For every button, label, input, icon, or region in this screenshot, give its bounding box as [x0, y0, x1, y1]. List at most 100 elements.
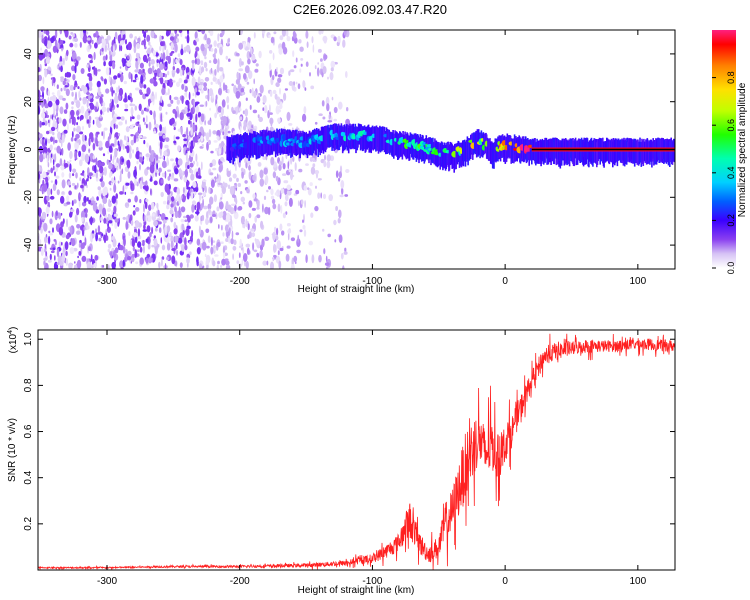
noise-speckle: [61, 241, 63, 246]
noise-speckle: [200, 135, 204, 142]
noise-speckle: [68, 262, 73, 269]
noise-speckle: [155, 91, 157, 101]
noise-speckle: [287, 232, 290, 241]
noise-speckle: [159, 124, 163, 132]
noise-speckle: [296, 249, 301, 254]
noise-speckle: [246, 247, 250, 255]
noise-speckle: [131, 238, 136, 248]
noise-speckle: [223, 182, 228, 188]
noise-speckle: [102, 196, 108, 204]
noise-speckle: [80, 210, 86, 220]
noise-speckle: [122, 144, 125, 150]
noise-speckle: [64, 72, 67, 78]
noise-speckle: [84, 237, 87, 246]
noise-speckle: [110, 182, 113, 186]
noise-speckle: [79, 194, 82, 198]
noise-speckle: [71, 182, 76, 186]
noise-speckle: [230, 218, 233, 228]
noise-speckle: [41, 174, 44, 179]
colorbar-tick-label: 0.4: [726, 167, 736, 180]
noise-speckle: [218, 165, 223, 173]
noise-speckle: [64, 241, 69, 251]
noise-speckle: [171, 172, 175, 178]
noise-speckle: [197, 76, 201, 84]
noise-speckle: [239, 108, 242, 112]
noise-speckle: [158, 132, 163, 137]
noise-speckle: [46, 53, 50, 57]
noise-speckle: [117, 74, 121, 78]
noise-speckle: [83, 172, 86, 180]
noise-speckle: [72, 173, 75, 177]
noise-speckle: [280, 204, 283, 214]
noise-speckle: [97, 122, 102, 128]
noise-speckle: [146, 166, 150, 170]
noise-speckle: [66, 79, 70, 83]
noise-speckle: [129, 124, 134, 130]
snr-x-axis: -300 -200 -100 0 100: [97, 330, 647, 587]
noise-speckle: [145, 153, 150, 158]
noise-speckle: [73, 86, 76, 90]
noise-speckle: [263, 195, 267, 200]
noise-speckle: [108, 75, 111, 83]
noise-speckle: [232, 211, 237, 214]
noise-speckle: [145, 257, 149, 264]
noise-speckle: [183, 215, 187, 219]
noise-speckle: [215, 148, 219, 152]
noise-speckle: [299, 229, 303, 233]
noise-speckle: [117, 133, 121, 137]
noise-speckle: [225, 55, 228, 60]
noise-speckle: [78, 251, 82, 256]
noise-speckle: [42, 146, 48, 155]
noise-speckle: [113, 75, 118, 80]
noise-speckle: [167, 103, 172, 108]
noise-speckle: [54, 153, 57, 163]
noise-speckle: [177, 237, 183, 244]
noise-speckle: [45, 176, 49, 184]
noise-speckle: [198, 112, 202, 117]
noise-speckle: [346, 107, 349, 112]
noise-speckle: [98, 237, 102, 242]
noise-speckle: [45, 251, 48, 257]
noise-speckle: [245, 161, 248, 169]
noise-speckle: [205, 100, 208, 107]
y-tick-label: 40: [23, 48, 34, 60]
noise-speckle: [73, 127, 76, 132]
noise-speckle: [245, 260, 249, 269]
x-tick-label: -100: [362, 276, 382, 287]
noise-speckle: [320, 192, 323, 199]
noise-speckle: [49, 195, 55, 200]
noise-speckle: [181, 83, 185, 90]
noise-speckle: [164, 263, 167, 269]
noise-speckle: [126, 205, 129, 209]
y-tick-label: -40: [23, 237, 34, 252]
noise-speckle: [114, 218, 119, 223]
noise-speckle: [92, 142, 96, 151]
noise-speckle: [195, 57, 197, 65]
noise-speckle: [137, 37, 141, 43]
noise-speckle: [204, 253, 207, 258]
noise-speckle: [147, 243, 151, 250]
noise-speckle: [302, 80, 306, 88]
noise-speckle: [206, 245, 210, 249]
noise-speckle: [158, 105, 162, 112]
noise-speckle: [259, 250, 263, 259]
noise-speckle: [285, 194, 289, 202]
noise-speckle: [142, 30, 145, 34]
noise-speckle: [251, 232, 256, 238]
noise-speckle: [45, 206, 50, 215]
noise-speckle: [190, 126, 193, 136]
noise-speckle: [256, 199, 260, 209]
spectrogram-heatmap: [38, 30, 675, 269]
noise-speckle: [106, 207, 112, 213]
noise-speckle: [195, 105, 199, 113]
noise-speckle: [108, 214, 112, 220]
noise-speckle: [133, 205, 136, 208]
noise-speckle: [330, 60, 336, 69]
noise-speckle: [211, 159, 217, 167]
noise-speckle: [173, 126, 176, 131]
noise-speckle: [174, 210, 179, 219]
noise-speckle: [50, 73, 53, 76]
noise-speckle: [329, 155, 335, 162]
noise-speckle: [266, 189, 269, 193]
noise-speckle: [245, 243, 251, 248]
